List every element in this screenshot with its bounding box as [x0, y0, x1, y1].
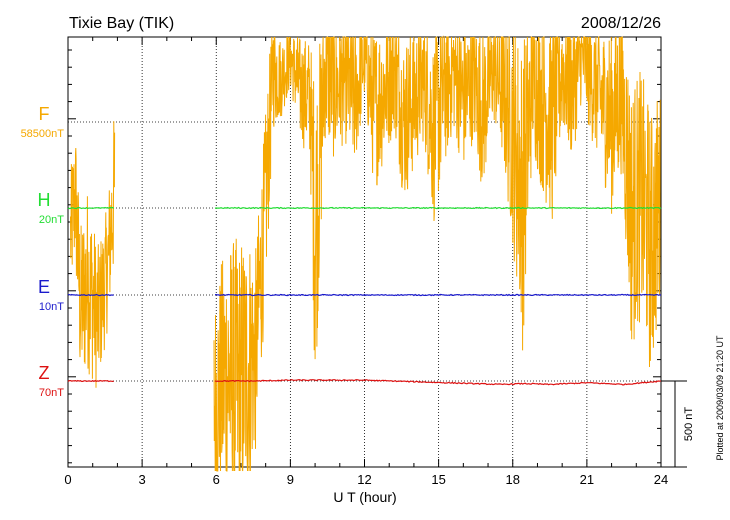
series-trace-h [67, 206, 115, 210]
series-labels: F 58500nT H 20nT E 10nT Z 70nT [21, 104, 65, 399]
x-tick-label: 24 [654, 472, 668, 487]
series-trace-f [70, 121, 116, 388]
x-tick-labels: 0 3 6 9 12 15 18 21 24 [64, 472, 668, 487]
series-label-z: Z [39, 363, 50, 383]
series-traces [67, 35, 662, 472]
scale-bar: 500 nT [661, 380, 695, 468]
x-tick-label: 6 [213, 472, 220, 487]
station-title: Tixie Bay (TIK) [69, 15, 174, 32]
x-tick-label: 3 [139, 472, 146, 487]
scale-bar-label: 500 nT [683, 407, 695, 442]
series-trace-e [67, 293, 114, 297]
series-label-h: H [38, 190, 51, 210]
series-trace-z [67, 379, 114, 383]
series-baseline-h: 20nT [39, 214, 64, 226]
series-label-f: F [39, 104, 50, 124]
x-tick-label: 0 [64, 472, 71, 487]
plotted-note: Plotted at 2009/03/09 21:20 UT [715, 335, 725, 461]
series-baseline-e: 10nT [39, 301, 64, 313]
x-tick-label: 15 [431, 472, 445, 487]
series-trace-h [214, 206, 662, 210]
x-axis-label: U T (hour) [333, 489, 396, 505]
series-trace-e [214, 293, 662, 297]
series-trace-z [214, 378, 662, 386]
series-trace-f [213, 35, 661, 472]
x-tick-label: 21 [580, 472, 594, 487]
x-tick-label: 9 [287, 472, 294, 487]
series-baseline-f: 58500nT [21, 128, 65, 140]
x-tick-label: 18 [506, 472, 520, 487]
series-label-e: E [38, 277, 50, 297]
series-baseline-z: 70nT [39, 387, 64, 399]
x-tick-label: 12 [357, 472, 371, 487]
date-title: 2008/12/26 [581, 15, 661, 32]
